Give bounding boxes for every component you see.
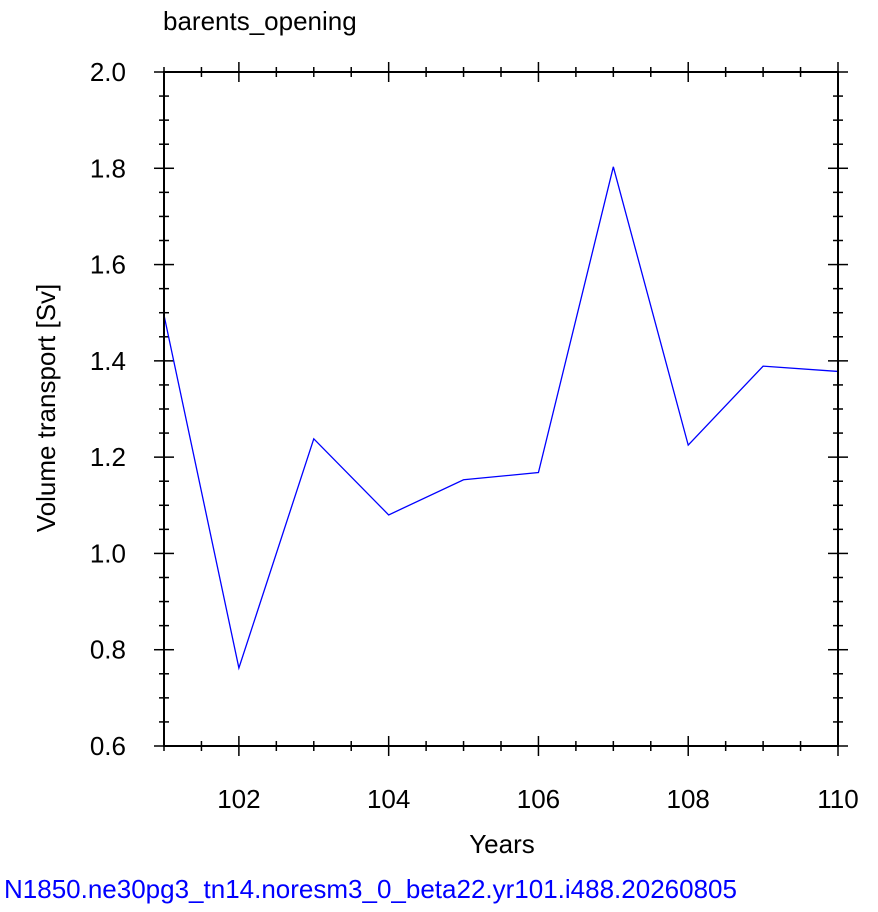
y-tick-label: 1.0 [90, 538, 126, 568]
x-tick-label: 106 [517, 784, 560, 814]
x-tick-label: 108 [667, 784, 710, 814]
x-tick-label: 102 [217, 784, 260, 814]
y-axis-label: Volume transport [Sv] [31, 284, 61, 533]
y-tick-label: 1.4 [90, 346, 126, 376]
x-tick-label: 110 [817, 784, 858, 814]
footer-case-name: N1850.ne30pg3_tn14.noresm3_0_beta22.yr10… [4, 874, 737, 904]
axis-tick-labels: 102 104 106 108 110 0.6 0.8 1.0 1.2 1.4 1.6 1.8 2.0 [90, 57, 859, 814]
chart-title: barents_opening [163, 6, 357, 36]
y-tick-label: 0.6 [90, 731, 126, 761]
y-tick-label: 0.8 [90, 635, 126, 665]
x-axis-label: Years [469, 829, 535, 859]
series-line [163, 166, 839, 671]
plot-frame [163, 71, 839, 747]
x-tick-label: 104 [367, 784, 410, 814]
y-tick-label: 2.0 [90, 57, 126, 87]
y-tick-label: 1.2 [90, 442, 126, 472]
y-tick-label: 1.8 [90, 153, 126, 183]
y-tick-label: 1.6 [90, 250, 126, 280]
